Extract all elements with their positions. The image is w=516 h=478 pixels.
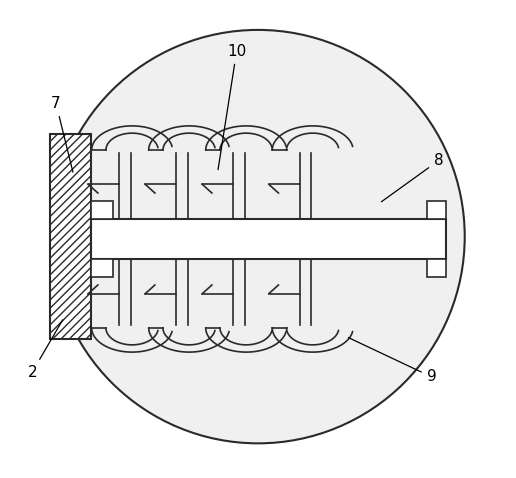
Bar bbox=[427, 201, 446, 219]
Bar bbox=[427, 259, 446, 277]
Text: 8: 8 bbox=[381, 153, 443, 202]
Text: 9: 9 bbox=[348, 337, 437, 384]
Bar bbox=[91, 219, 446, 259]
Bar bbox=[91, 201, 113, 219]
Text: 7: 7 bbox=[51, 96, 73, 172]
Bar bbox=[50, 134, 91, 339]
Text: 2: 2 bbox=[27, 320, 63, 380]
Circle shape bbox=[51, 30, 465, 444]
Text: 10: 10 bbox=[218, 44, 246, 170]
Bar bbox=[91, 259, 113, 277]
